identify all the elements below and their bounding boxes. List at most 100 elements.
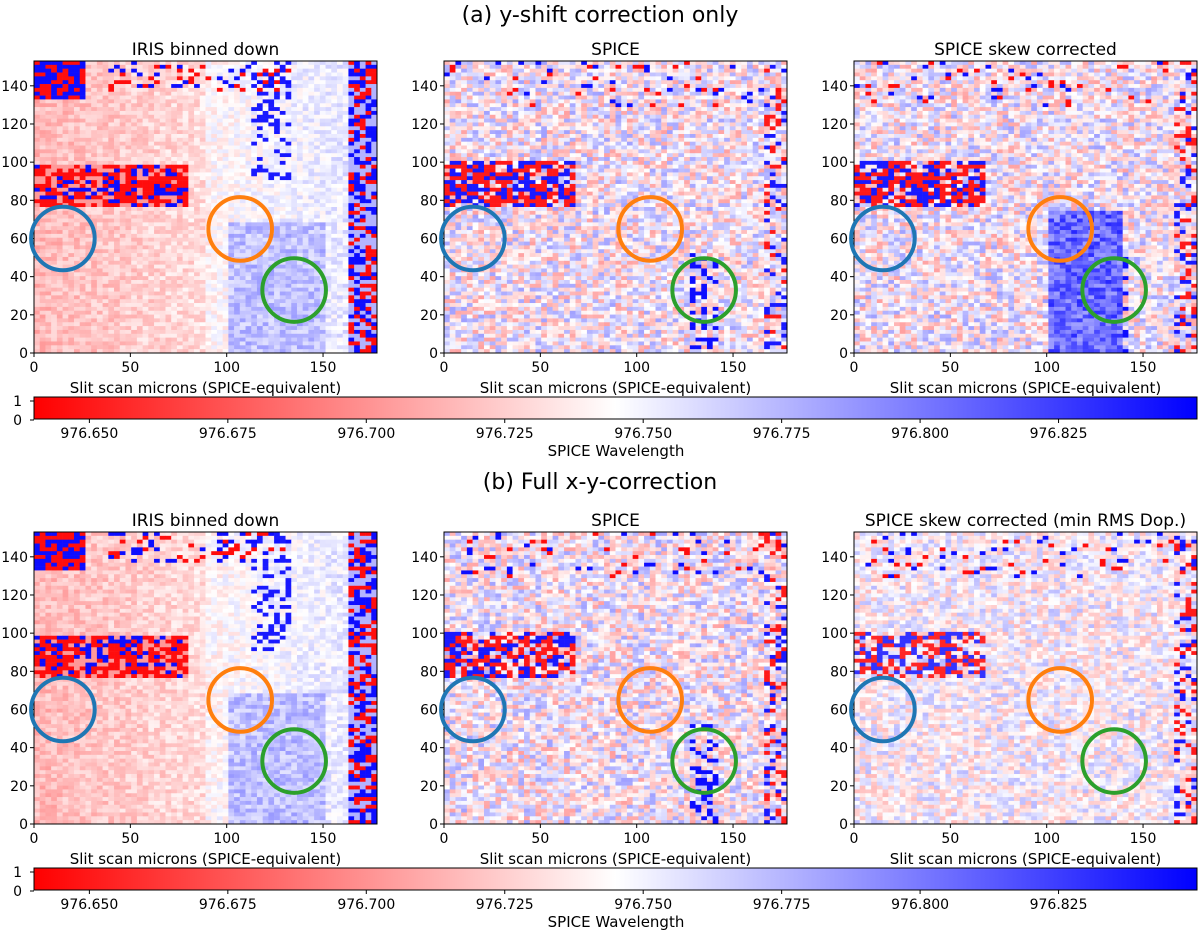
colorbar-tick-label: 976.825 xyxy=(1030,426,1088,442)
y-tick-label: 40 xyxy=(420,270,438,286)
section-a-title: (a) y-shift correction only xyxy=(462,3,739,28)
highlight-circle-blue xyxy=(849,675,917,744)
y-tick-label: 40 xyxy=(830,741,848,757)
plot-frame xyxy=(853,60,1198,354)
highlight-circle-blue xyxy=(439,204,507,273)
panel-title: SPICE xyxy=(591,511,640,531)
y-tick-label: 0 xyxy=(19,346,28,362)
y-tick-label: 60 xyxy=(420,231,438,247)
plot-frame xyxy=(853,531,1198,825)
x-tick-label: 0 xyxy=(30,360,39,376)
x-tick-label: 0 xyxy=(850,360,859,376)
plot-frame xyxy=(33,60,378,354)
x-tick-label: 0 xyxy=(30,831,39,847)
y-tick-label: 120 xyxy=(821,588,848,604)
panel-1-0: IRIS binned down 0 50 100 150 0 20 40 60 80 100 120… xyxy=(1,511,378,868)
highlight-circle-orange xyxy=(616,666,684,734)
panel-1-2: SPICE skew corrected (min RMS Dop.) 0 50 10… xyxy=(821,511,1198,868)
heatmap xyxy=(34,61,378,354)
highlight-circle-blue xyxy=(849,204,917,273)
x-tick-label: 50 xyxy=(531,360,549,376)
heatmap xyxy=(34,532,378,825)
plot-frame xyxy=(33,531,378,825)
y-tick-label: 20 xyxy=(10,779,28,795)
colorbar-label: SPICE Wavelength xyxy=(548,442,685,460)
heatmap xyxy=(444,532,788,825)
x-axis-label: Slit scan microns (SPICE-equivalent) xyxy=(70,850,342,868)
panel-1-1: SPICE 0 50 100 150 0 20 40 60 80 100 120 140 Slit sca… xyxy=(411,511,788,868)
colorbar-a: 976.650 976.675 976.700 976.725 976.750 976.7… xyxy=(13,394,1198,460)
y-tick-label: 80 xyxy=(10,664,28,680)
colorbar-tick-label: 976.725 xyxy=(476,897,534,913)
y-tick-label: 40 xyxy=(10,270,28,286)
highlight-circle-blue xyxy=(29,675,97,744)
y-tick-label: 0 xyxy=(839,817,848,833)
y-tick-label: 140 xyxy=(411,79,438,95)
x-tick-label: 150 xyxy=(1130,360,1157,376)
colorbar-tick-label: 976.650 xyxy=(60,426,118,442)
y-tick-label: 60 xyxy=(830,231,848,247)
y-tick-label: 20 xyxy=(830,779,848,795)
y-tick-label: 40 xyxy=(10,741,28,757)
y-tick-label: 100 xyxy=(1,626,28,642)
x-tick-label: 100 xyxy=(623,360,650,376)
x-axis-label: Slit scan microns (SPICE-equivalent) xyxy=(480,379,752,397)
y-tick-label: 100 xyxy=(821,155,848,171)
heatmap xyxy=(444,61,788,354)
panel-title: SPICE skew corrected (min RMS Dop.) xyxy=(865,511,1186,531)
y-tick-label: 20 xyxy=(420,779,438,795)
x-tick-label: 150 xyxy=(720,831,747,847)
panel-0-2: SPICE skew corrected 0 50 100 150 0 20 40 60 80 10… xyxy=(821,40,1198,397)
x-tick-label: 0 xyxy=(850,831,859,847)
x-tick-label: 150 xyxy=(310,831,337,847)
x-tick-label: 50 xyxy=(531,831,549,847)
colorbar-left-tick-label: 0 xyxy=(13,884,22,900)
colorbar-tick-label: 976.750 xyxy=(614,897,672,913)
x-tick-label: 150 xyxy=(310,360,337,376)
y-tick-label: 0 xyxy=(429,817,438,833)
colorbar-label: SPICE Wavelength xyxy=(548,913,685,931)
y-tick-label: 60 xyxy=(10,231,28,247)
highlight-circle-green xyxy=(260,727,328,795)
y-tick-label: 100 xyxy=(411,626,438,642)
colorbar-tick-label: 976.725 xyxy=(476,426,534,442)
highlight-circle-blue xyxy=(439,675,507,744)
x-tick-label: 100 xyxy=(1033,831,1060,847)
y-tick-label: 60 xyxy=(830,702,848,718)
colorbar-tick-label: 976.675 xyxy=(199,897,257,913)
panel-title: IRIS binned down xyxy=(132,511,280,531)
section-a: (a) y-shift correction only IRIS binned … xyxy=(1,3,1198,460)
x-tick-label: 150 xyxy=(720,360,747,376)
y-tick-label: 20 xyxy=(830,308,848,324)
x-axis-label: Slit scan microns (SPICE-equivalent) xyxy=(890,379,1162,397)
y-tick-label: 0 xyxy=(19,817,28,833)
highlight-circle-orange xyxy=(1026,195,1094,263)
y-tick-label: 80 xyxy=(420,193,438,209)
x-axis-label: Slit scan microns (SPICE-equivalent) xyxy=(890,850,1162,868)
section-b: (b) Full x-y-correction IRIS binned down… xyxy=(1,470,1198,931)
colorbar-tick-label: 976.750 xyxy=(614,426,672,442)
colorbar-tick-label: 976.775 xyxy=(753,426,811,442)
colorbar-b: 976.650 976.675 976.700 976.725 976.750 976.7… xyxy=(13,865,1198,931)
x-tick-label: 50 xyxy=(941,831,959,847)
x-tick-label: 50 xyxy=(121,360,139,376)
y-tick-label: 20 xyxy=(10,308,28,324)
panel-0-1: SPICE 0 50 100 150 0 20 40 60 80 100 120 140 Slit sca… xyxy=(411,40,788,397)
highlight-circle-green xyxy=(670,727,738,795)
x-tick-label: 50 xyxy=(941,360,959,376)
highlight-circle-orange xyxy=(616,195,684,263)
y-tick-label: 140 xyxy=(1,550,28,566)
highlight-circle-orange xyxy=(206,195,274,263)
x-axis-label: Slit scan microns (SPICE-equivalent) xyxy=(480,850,752,868)
colorbar-left-tick-label: 0 xyxy=(13,413,22,429)
y-tick-label: 120 xyxy=(411,588,438,604)
y-tick-label: 80 xyxy=(830,664,848,680)
colorbar-tick-label: 976.700 xyxy=(337,426,395,442)
y-tick-label: 0 xyxy=(429,346,438,362)
x-tick-label: 100 xyxy=(213,831,240,847)
x-axis-label: Slit scan microns (SPICE-equivalent) xyxy=(70,379,342,397)
y-tick-label: 140 xyxy=(411,550,438,566)
y-tick-label: 140 xyxy=(821,79,848,95)
highlight-circle-orange xyxy=(206,666,274,734)
